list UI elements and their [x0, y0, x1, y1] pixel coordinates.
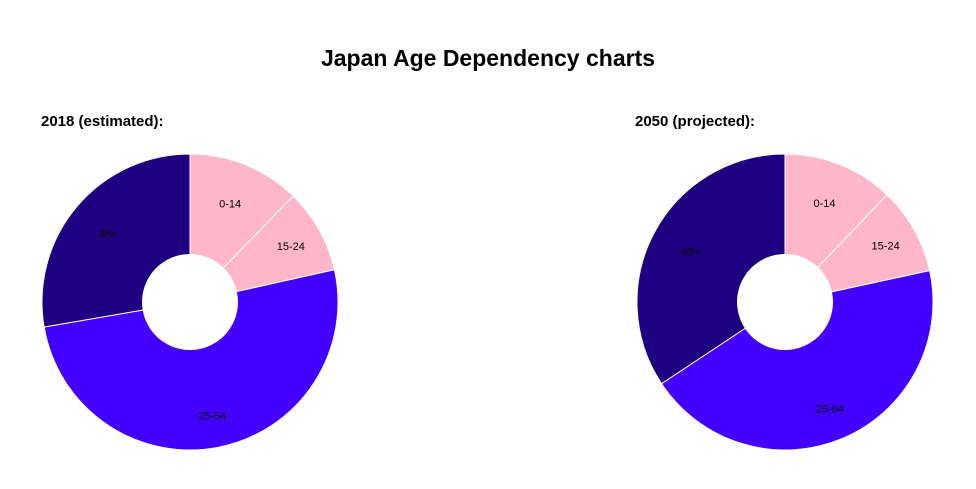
slice-label-2018-0-14: 0-14	[219, 198, 241, 210]
chart-title-2050: 2050 (projected):	[635, 113, 756, 130]
donut-hole-2018	[142, 254, 238, 350]
slice-label-2018-65+: 65+	[99, 228, 118, 240]
chart-title-2018: 2018 (estimated):	[41, 113, 164, 130]
slice-label-2018-25-64: 25-64	[198, 410, 226, 422]
slice-label-2018-15-24: 15-24	[277, 241, 305, 253]
slice-label-2050-65+: 65+	[682, 247, 701, 259]
slice-label-2050-15-24: 15-24	[872, 240, 900, 252]
page-title: Japan Age Dependency charts	[320, 45, 656, 71]
slice-2050-25-64	[660, 270, 934, 451]
slice-label-2050-0-14: 0-14	[814, 198, 836, 210]
donut-hole-2050	[737, 254, 833, 350]
slice-label-2050-25-64: 25-64	[816, 403, 844, 415]
